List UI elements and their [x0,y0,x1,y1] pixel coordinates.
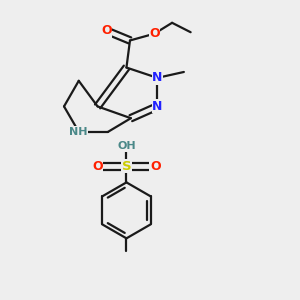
Text: O: O [101,24,112,37]
Text: O: O [150,160,160,173]
Text: NH: NH [70,127,88,137]
Text: S: S [122,160,131,173]
Text: N: N [152,100,163,113]
Text: O: O [92,160,103,173]
Text: N: N [152,71,163,84]
Text: OH: OH [117,142,136,152]
Text: O: O [149,27,160,40]
